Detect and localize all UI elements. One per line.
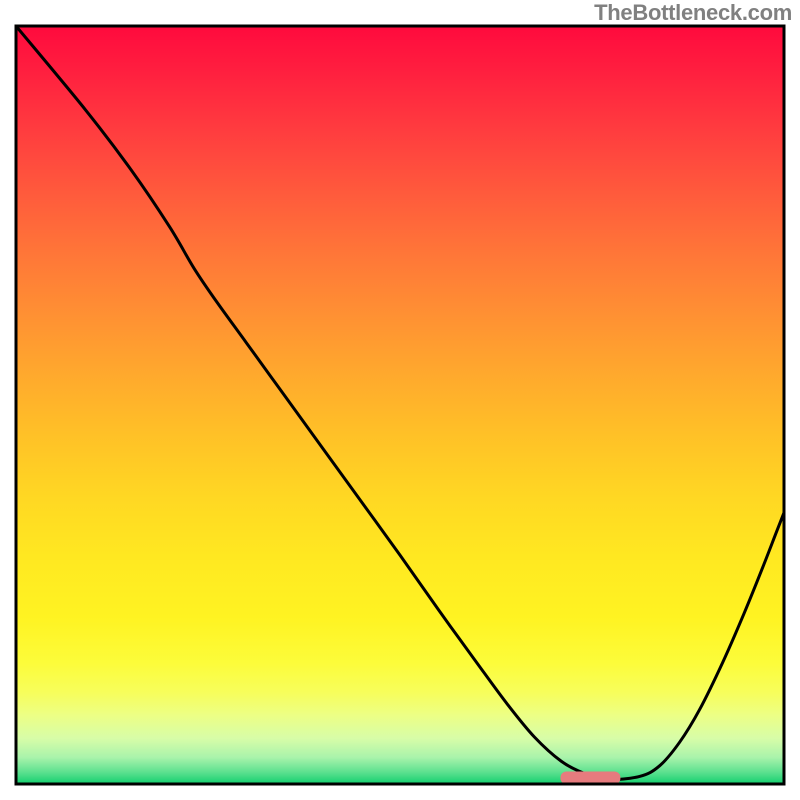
bottleneck-chart: [0, 0, 800, 800]
gradient-background: [16, 26, 784, 784]
watermark-text: TheBottleneck.com: [594, 0, 792, 26]
chart-container: TheBottleneck.com: [0, 0, 800, 800]
sweet-spot-marker: [561, 771, 621, 784]
